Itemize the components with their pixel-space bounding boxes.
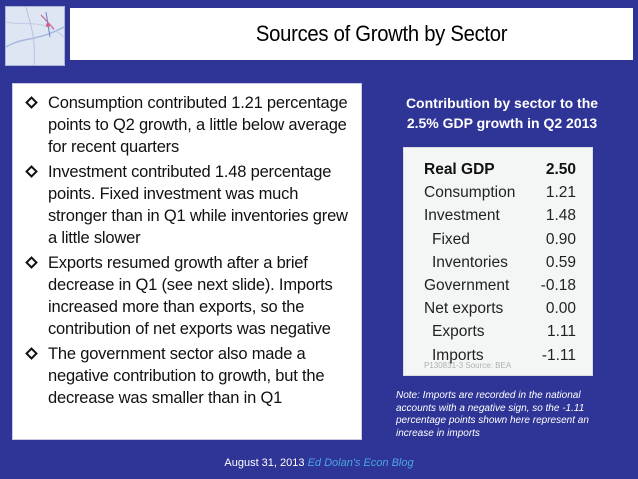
- diamond-bullet-icon: [25, 347, 38, 360]
- table-row: Consumption 1.21: [404, 184, 594, 207]
- diamond-bullet-icon: [25, 96, 38, 109]
- bullet-line: a little slower: [48, 229, 141, 247]
- bullet-text: The government sector also made a negativ…: [48, 343, 325, 409]
- bullet-line: stronger than in Q1 while inventories gr…: [48, 207, 348, 225]
- table-row: Imports -1.11: [404, 347, 594, 370]
- table-source: P130831-3 Source: BEA: [424, 361, 512, 370]
- footer-date: August 31, 2013: [224, 457, 305, 469]
- bullet-item: Exports resumed growth after a brief decr…: [23, 252, 353, 340]
- table-row: Investment 1.48: [404, 207, 594, 230]
- bullet-line: for recent quarters: [48, 138, 180, 156]
- note-line2: accounts with a negative sign, so the -1…: [396, 402, 585, 414]
- bullet-line: negative contribution to growth, but the: [48, 367, 325, 385]
- table-row-label: Real GDP: [424, 161, 495, 178]
- table-row-label: Net exports: [424, 300, 504, 318]
- table-row-label: Exports: [432, 323, 485, 341]
- bullet-line: Investment contributed 1.48 percentage: [48, 163, 332, 181]
- title-bar: Sources of Growth by Sector: [70, 8, 633, 60]
- bullet-line: decrease was smaller than in Q1: [48, 389, 283, 407]
- bullet-panel: Consumption contributed 1.21 percentage p…: [12, 83, 362, 440]
- diamond-bullet-icon: [25, 256, 38, 269]
- table-row: Net exports 0.00: [404, 300, 594, 323]
- note-line4: increase in imports: [396, 427, 480, 439]
- table-row-value: 2.50: [545, 161, 576, 178]
- note-line3: percentage points shown here represent a…: [396, 415, 589, 426]
- table-row-value: 1.11: [546, 323, 576, 341]
- footer: August 31, 2013 Ed Dolan's Econ Blog: [0, 457, 638, 469]
- table-caption-line1: Contribution by sector to the: [405, 95, 599, 111]
- table-row: Inventories 0.59: [404, 254, 594, 277]
- footer-blog-link[interactable]: Ed Dolan's Econ Blog: [307, 457, 414, 469]
- table-row-label: Consumption: [424, 184, 516, 202]
- table-row-label: Government: [424, 277, 510, 294]
- thumbnail-graphic: [6, 7, 64, 65]
- bullet-item: Consumption contributed 1.21 percentage p…: [23, 92, 353, 158]
- bullet-text: Consumption contributed 1.21 percentage p…: [48, 92, 348, 158]
- table-row-value: 0.90: [545, 230, 576, 248]
- bullet-line: increased more than exports, so the: [48, 298, 305, 316]
- slide-title: Sources of Growth by Sector: [255, 21, 508, 46]
- contribution-table: P130831-3 Source: BEA Real GDP 2.50 Consum…: [403, 147, 593, 376]
- table-row: Government -0.18: [404, 277, 594, 300]
- bullet-item: Investment contributed 1.48 percentage po…: [23, 161, 353, 249]
- table-row-value: 0.00: [545, 300, 576, 318]
- bullet-line: The government sector also made a: [48, 345, 306, 363]
- bullet-line: decrease in Q1 (see next slide). Imports: [48, 276, 333, 294]
- table-row-value: -1.11: [541, 346, 576, 364]
- table-caption-line2: 2.5% GDP growth in Q2 2013: [406, 115, 598, 131]
- table-row-value: 0.59: [545, 253, 576, 271]
- bullet-line: contribution of net exports was negative: [48, 320, 331, 338]
- table-row-label: Inventories: [432, 253, 508, 271]
- table-row: Real GDP 2.50: [404, 161, 594, 184]
- table-row: Fixed 0.90: [404, 231, 594, 254]
- table-caption: Contribution by sector to the 2.5% GDP g…: [382, 93, 622, 133]
- bullet-text: Exports resumed growth after a brief decr…: [48, 252, 333, 340]
- note-line1: Note: Imports are recorded in the nation…: [396, 390, 581, 401]
- bullet-line: points to Q2 growth, a little below aver…: [48, 116, 347, 134]
- bullet-text: Investment contributed 1.48 percentage po…: [48, 161, 348, 249]
- table-row-label: Imports: [432, 346, 484, 364]
- note: Note: Imports are recorded in the nation…: [396, 390, 634, 440]
- table-row-value: 1.48: [545, 207, 576, 225]
- table-row: Exports 1.11: [404, 323, 594, 346]
- table-row-value: 1.21: [545, 184, 576, 202]
- table-row-label: Investment: [424, 207, 500, 225]
- thumbnail-image: [5, 6, 65, 66]
- bullet-line: Exports resumed growth after a brief: [48, 254, 308, 272]
- bullet-item: The government sector also made a negativ…: [23, 343, 353, 409]
- bullet-line: points. Fixed investment was much: [48, 185, 299, 203]
- table-row-label: Fixed: [432, 230, 470, 248]
- bullet-line: Consumption contributed 1.21 percentage: [48, 94, 348, 112]
- table-row-value: -0.18: [540, 277, 576, 294]
- diamond-bullet-icon: [25, 165, 38, 178]
